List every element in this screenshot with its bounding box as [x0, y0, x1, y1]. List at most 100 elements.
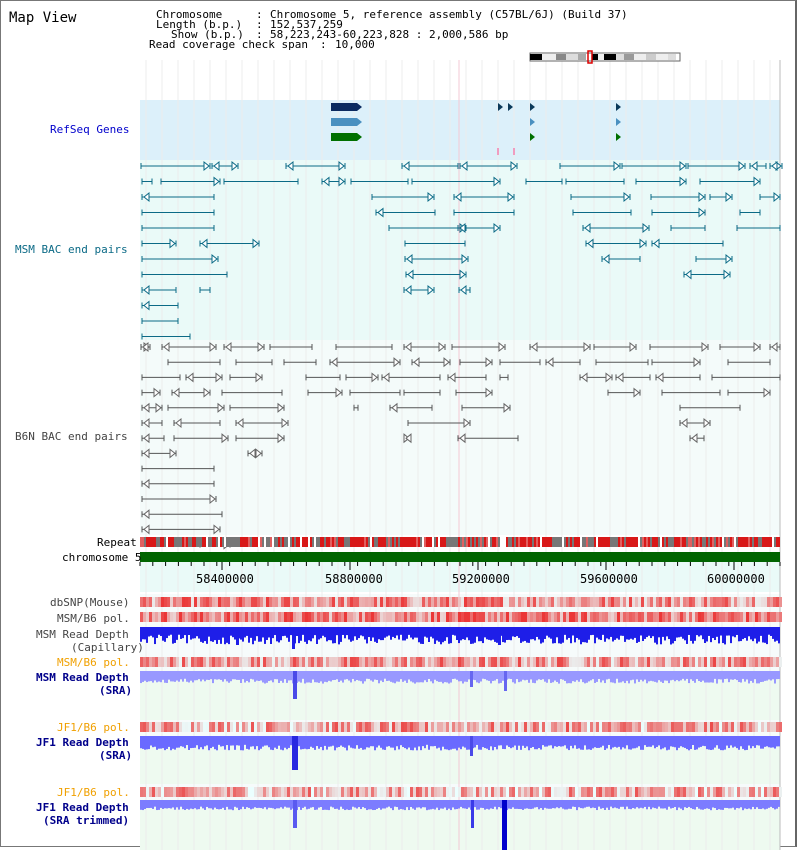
jf1-trimmed-depth-bar	[462, 800, 464, 809]
jf1-sra-depth-bar	[528, 736, 530, 751]
msm-capillary-depth-bar	[312, 627, 314, 639]
jf1-sra-depth-bar	[638, 736, 640, 747]
msm-b6-pol-cell	[452, 657, 455, 667]
msm-capillary-depth-bar	[418, 627, 420, 643]
refseq-gene-arrow	[357, 118, 362, 126]
jf1-b6-pol-cell	[587, 722, 590, 732]
msm-b6-pol-cell	[395, 612, 398, 622]
msm-capillary-depth-bar	[314, 627, 316, 636]
msm-capillary-depth-bar	[634, 627, 636, 638]
msm-capillary-depth-bar	[490, 627, 492, 641]
jf1-b6-pol-cell	[248, 722, 251, 732]
jf1-b6-pol-cell	[476, 787, 479, 797]
msm-capillary-depth-bar	[496, 627, 498, 643]
dbsnp-cell	[554, 597, 557, 607]
msm-b6-pol-cell	[539, 612, 542, 622]
dbsnp-cell	[641, 597, 644, 607]
repeat-element	[318, 537, 320, 547]
msm-b6-pol-cell	[581, 657, 584, 667]
repeat-element	[232, 537, 234, 547]
jf1-trimmed-depth-bar	[510, 800, 512, 809]
jf1-sra-depth-bar	[626, 736, 628, 746]
jf1-b6-pol-cell	[287, 787, 290, 797]
msm-capillary-depth-bar	[346, 627, 348, 636]
msm-b6-pol-cell	[341, 612, 344, 622]
jf1-sra-depth-bar	[316, 736, 318, 747]
msm-capillary-depth-bar	[658, 627, 660, 638]
msm-sra-depth-bar	[288, 671, 290, 681]
msm-b6-pol-cell	[698, 612, 701, 622]
repeat-element	[558, 537, 560, 547]
jf1-trimmed-depth-bar	[618, 800, 620, 809]
msm-b6-pol-cell	[509, 612, 512, 622]
msm-b6-pol-cell	[689, 612, 692, 622]
jf1-sra-depth-bar	[622, 736, 624, 748]
jf1-b6-pol-cell	[167, 722, 170, 732]
repeat-element	[356, 537, 358, 547]
msm-capillary-depth-bar	[216, 627, 218, 644]
msm-sra-depth-bar	[170, 671, 172, 682]
msm-capillary-depth-bar	[578, 627, 580, 640]
msm-capillary-depth-bar	[654, 627, 656, 643]
msm-b6-pol-cell	[599, 612, 602, 622]
jf1-b6-pol-cell	[326, 722, 329, 732]
msm-capillary-depth-bar	[762, 627, 764, 643]
repeat-element	[154, 537, 156, 547]
jf1-b6-pol-cell	[656, 787, 659, 797]
jf1-b6-pol-cell	[716, 787, 719, 797]
msm-capillary-depth-bar	[150, 627, 152, 636]
dbsnp-cell	[596, 597, 599, 607]
dbsnp-cell	[416, 597, 419, 607]
track-label-msm-bac[interactable]: MSM BAC end pairs	[15, 243, 128, 256]
msm-sra-depth-bar	[656, 671, 658, 683]
jf1-trimmed-depth-bar	[324, 800, 326, 810]
jf1-trimmed-depth-bar	[202, 800, 204, 809]
jf1-b6-pol-cell	[455, 722, 458, 732]
msm-bac-end-marker	[773, 191, 780, 203]
jf1-trimmed-depth-bar	[262, 800, 264, 809]
jf1-b6-pol-cell	[284, 722, 287, 732]
jf1-sra-depth-bar	[464, 736, 466, 748]
jf1-trimmed-depth-bar	[586, 800, 588, 807]
msm-sra-depth-bar	[196, 671, 198, 681]
jf1-sra-depth-bar	[602, 736, 604, 746]
repeat-element	[336, 537, 338, 547]
jf1-trimmed-depth-bar	[434, 800, 436, 810]
jf1-b6-pol-cell	[284, 787, 287, 797]
repeat-element	[432, 537, 434, 547]
track-label-repeat: Repeat	[97, 536, 137, 549]
repeat-element	[554, 537, 556, 547]
msm-capillary-depth-bar	[514, 627, 516, 638]
msm-b6-pol-cell	[710, 657, 713, 667]
repeat-element	[536, 537, 538, 547]
msm-b6-pol-cell	[173, 657, 176, 667]
jf1-trimmed-depth-bar	[640, 800, 642, 808]
jf1-trimmed-depth-bar	[674, 800, 676, 807]
chromosome-value: Chromosome 5, reference assembly (C57BL/…	[270, 8, 628, 21]
jf1-trimmed-depth-bar	[484, 800, 486, 810]
msm-bac-end-marker	[642, 222, 649, 234]
msm-sra-depth-bar	[190, 671, 192, 681]
dbsnp-cell	[314, 597, 317, 607]
jf1-trimmed-depth-bar	[614, 800, 616, 808]
jf1-b6-pol-cell	[719, 722, 722, 732]
msm-b6-pol-cell	[209, 657, 212, 667]
jf1-trimmed-depth-bar	[350, 800, 352, 810]
jf1-trimmed-depth-bar	[628, 800, 630, 809]
msm-b6-pol-cell	[236, 657, 239, 667]
msm-sra-depth-bar	[516, 671, 518, 680]
track-label-b6n-bac[interactable]: B6N BAC end pairs	[15, 430, 128, 443]
b6n-bac-end-marker	[143, 402, 150, 413]
jf1-trimmed-depth-bar	[486, 800, 488, 809]
track-label-refseq[interactable]: RefSeq Genes	[50, 123, 130, 136]
ideogram-band	[634, 54, 646, 60]
msm-capillary-depth-bar	[182, 627, 184, 639]
repeat-element	[582, 537, 584, 547]
jf1-b6-pol-cell	[212, 787, 215, 797]
dbsnp-cell	[218, 597, 221, 607]
msm-sra-depth-bar	[202, 671, 204, 680]
msm-capillary-depth-bar	[196, 627, 198, 637]
msm-b6-pol-cell	[368, 612, 371, 622]
dbsnp-cell	[245, 597, 248, 607]
